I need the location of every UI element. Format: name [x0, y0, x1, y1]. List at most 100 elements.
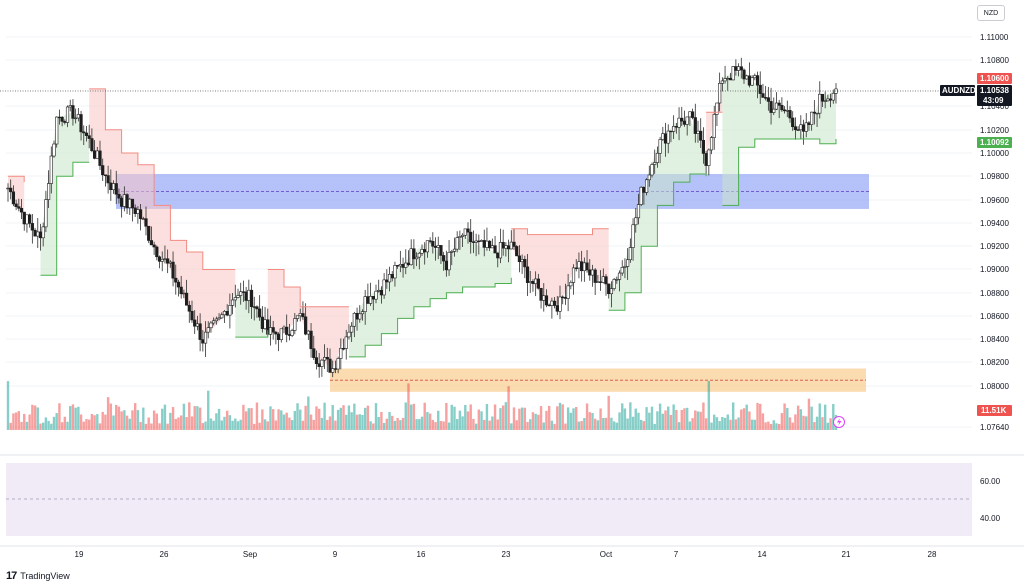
- volume-bar: [523, 407, 527, 430]
- volume-bar: [564, 423, 567, 430]
- candle-body: [607, 283, 611, 295]
- candle-body: [344, 336, 348, 349]
- candle-body: [30, 223, 34, 231]
- volume-bar: [547, 405, 551, 430]
- candle-body: [777, 102, 781, 106]
- candle-body: [52, 143, 56, 157]
- volume-bar: [271, 409, 275, 430]
- volume-bar: [748, 411, 751, 430]
- footer[interactable]: 17 TradingView: [6, 568, 70, 584]
- volume-bar: [382, 422, 386, 430]
- trail-down-fill: [267, 269, 349, 369]
- candle-body: [820, 93, 825, 102]
- volume-bar: [550, 420, 554, 430]
- candle-body: [772, 108, 776, 113]
- volume-bar: [675, 409, 678, 430]
- volume-bar: [596, 420, 600, 430]
- volume-bar: [139, 421, 142, 430]
- volume-bar: [266, 421, 269, 430]
- candle-body: [166, 258, 170, 264]
- candle-body: [769, 101, 773, 113]
- x-tick-label: 7: [674, 550, 679, 559]
- volume-bar: [215, 413, 218, 430]
- volume-bar: [512, 407, 516, 430]
- symbol-tag: [940, 85, 975, 96]
- zones: [116, 173, 869, 392]
- time-axis[interactable]: 19 26 Sep 9 16 23 Oct 7 14 21 28: [0, 545, 1024, 559]
- x-tick-label: 21: [842, 550, 851, 559]
- volume-bar: [317, 408, 321, 430]
- volume-bar: [25, 421, 29, 430]
- candle-body: [147, 225, 151, 241]
- volume-bar: [769, 423, 773, 430]
- candle-body: [11, 191, 16, 205]
- volume-bar: [599, 408, 602, 430]
- volume-bar: [639, 419, 643, 430]
- price-axis[interactable]: 1.11000 1.10800 1.10400 1.10200 1.10000 1.098…: [980, 33, 1009, 432]
- volume-bar: [788, 417, 792, 430]
- y-tick-label: 1.10200: [980, 126, 1009, 135]
- volume-bar: [474, 423, 478, 430]
- candle-body: [747, 75, 752, 86]
- volume-bar: [391, 415, 394, 430]
- volume-bar: [672, 404, 675, 430]
- candle-body: [179, 286, 183, 295]
- candle-body: [758, 84, 762, 94]
- volume-bar: [104, 414, 107, 430]
- volume-bar: [826, 422, 830, 430]
- volume-bar: [493, 404, 497, 430]
- trail-up-line: [608, 173, 707, 311]
- candle-body: [463, 228, 467, 236]
- candle-body: [433, 245, 438, 248]
- candle-body: [588, 269, 592, 276]
- candle-body: [826, 98, 830, 102]
- volume-bar: [155, 413, 159, 430]
- candle-body: [469, 231, 473, 243]
- volume-bar: [280, 410, 283, 430]
- candle-body: [371, 296, 375, 300]
- footer-brand: TradingView: [20, 571, 70, 581]
- candle-body: [28, 214, 32, 224]
- candle-body: [479, 240, 484, 242]
- x-tick-label: 16: [417, 550, 426, 559]
- volume-bar: [401, 417, 405, 430]
- volume-bar: [96, 414, 99, 430]
- candle-body: [6, 187, 10, 190]
- candle-body: [701, 139, 706, 154]
- candle-body: [220, 314, 224, 319]
- volume-bar: [453, 406, 456, 430]
- volume-bar: [718, 421, 721, 430]
- candle-body: [133, 207, 137, 214]
- candle-body: [590, 269, 595, 276]
- volume-bar: [729, 419, 732, 430]
- candle-body: [149, 240, 154, 246]
- alert-icon[interactable]: [833, 416, 845, 428]
- candle-body: [425, 240, 430, 253]
- volume-bar: [648, 412, 651, 430]
- candle-body: [293, 318, 297, 331]
- candle-body: [569, 282, 573, 287]
- candle-body: [450, 251, 454, 253]
- y-tick-label: 1.07640: [980, 423, 1009, 432]
- volume-bar: [309, 414, 313, 430]
- volume-bar: [363, 407, 367, 430]
- current-price-tag: [977, 85, 1012, 106]
- volume-bar: [166, 423, 169, 430]
- rsi-tick-label: 40.00: [980, 514, 1001, 523]
- y-tick-label: 1.09800: [980, 172, 1009, 181]
- volume-bar: [653, 423, 656, 430]
- candle-body: [298, 313, 302, 317]
- volume-bar: [461, 416, 464, 430]
- currency-badge[interactable]: NZD: [977, 5, 1005, 21]
- candle-body: [658, 139, 662, 154]
- volume-bar: [477, 409, 481, 430]
- candle-body: [222, 311, 227, 316]
- volume-bar: [629, 402, 632, 430]
- candle-body: [517, 255, 522, 262]
- volume-bar: [602, 418, 605, 430]
- candle-body: [268, 327, 273, 335]
- volume-bar: [198, 407, 202, 430]
- candle-body: [707, 149, 711, 166]
- candle-body: [182, 292, 186, 295]
